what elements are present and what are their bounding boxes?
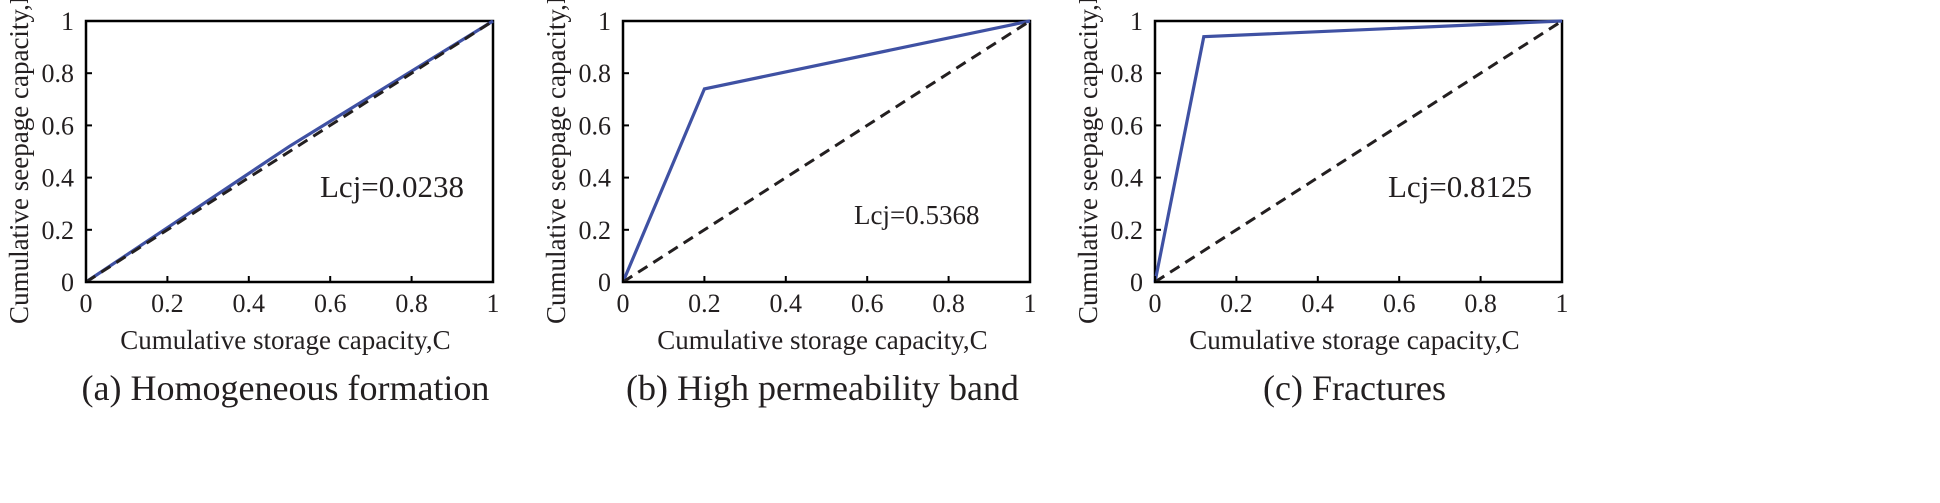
y-tick-label: 0.6 [42, 111, 75, 140]
x-tick-label: 0.6 [1383, 289, 1416, 318]
panel-caption: (b) High permeability band [626, 368, 1019, 408]
y-tick-label: 0 [598, 268, 611, 297]
y-tick-label: 1 [1130, 7, 1143, 36]
lcj-annotation: Lcj=0.5368 [854, 200, 979, 230]
plot-frame [1153, 19, 1564, 284]
panel-caption: (c) Fractures [1263, 368, 1446, 408]
x-tick-label: 0.4 [770, 289, 803, 318]
x-tick-label: 0.8 [395, 289, 428, 318]
x-tick-label: 0.6 [314, 289, 347, 318]
y-tick-label: 0.2 [579, 216, 612, 245]
y-axis-title: Cumulative seepage capacity,F [1073, 0, 1103, 324]
lcj-annotation: Lcj=0.8125 [1388, 169, 1532, 204]
chart-panel-1: 0 0.2 0.4 0.6 0.8 1 0 0.2 0.4 0.6 0.8 1 Cumulative s… [4, 0, 500, 408]
x-tick-label: 0 [80, 289, 93, 318]
y-tick-label: 0.8 [42, 59, 75, 88]
lorenz-curve [621, 19, 1031, 283]
x-tick-label: 0.8 [1464, 289, 1497, 318]
x-tick-label: 0 [1149, 289, 1162, 318]
x-tick-label: 0.4 [1302, 289, 1335, 318]
x-tick-label: 1 [487, 289, 500, 318]
chart-panel-2: 0 0.2 0.4 0.6 0.8 1 0 0.2 0.4 0.6 0.8 1 Cumulative s… [541, 0, 1037, 408]
plot-frame [621, 19, 1032, 284]
lcj-annotation: Lcj=0.0238 [320, 169, 464, 204]
y-tick-label: 0.2 [1111, 216, 1144, 245]
x-tick-label: 0.2 [151, 289, 184, 318]
y-tick-label: 1 [61, 7, 74, 36]
y-tick-label: 0.6 [579, 111, 612, 140]
x-axis-title: Cumulative storage capacity,C [657, 325, 987, 355]
y-axis-title: Cumulative seepage capacity,F [541, 0, 571, 324]
y-tick-label: 0.8 [579, 59, 612, 88]
chart-panel-3: 0 0.2 0.4 0.6 0.8 1 0 0.2 0.4 0.6 0.8 1 Cumulative s… [1073, 0, 1569, 408]
x-tick-label: 0.2 [688, 289, 721, 318]
equality-line [85, 19, 494, 284]
x-tick-label: 1 [1024, 289, 1037, 318]
equality-line [1154, 19, 1563, 284]
x-tick-label: 1 [1556, 289, 1569, 318]
x-tick-label: 0.2 [1220, 289, 1253, 318]
y-tick-label: 0.2 [42, 216, 75, 245]
y-tick-label: 0 [1130, 268, 1143, 297]
y-axis-title: Cumulative seepage capacity,F [4, 0, 34, 324]
y-tick-label: 1 [598, 7, 611, 36]
x-tick-label: 0.4 [233, 289, 266, 318]
equality-line [622, 19, 1031, 284]
y-tick-label: 0.8 [1111, 59, 1144, 88]
x-tick-label: 0 [617, 289, 630, 318]
lorenz-curve [1153, 19, 1563, 283]
plot-frame [84, 19, 495, 284]
y-tick-label: 0.4 [579, 164, 612, 193]
y-tick-label: 0.4 [1111, 164, 1144, 193]
x-axis-title: Cumulative storage capacity,C [1189, 325, 1519, 355]
x-tick-label: 0.6 [851, 289, 884, 318]
panel-caption: (a) Homogeneous formation [82, 368, 490, 408]
x-axis-title: Cumulative storage capacity,C [120, 325, 450, 355]
y-tick-label: 0.6 [1111, 111, 1144, 140]
y-tick-label: 0 [61, 268, 74, 297]
x-tick-label: 0.8 [932, 289, 965, 318]
y-tick-label: 0.4 [42, 164, 75, 193]
